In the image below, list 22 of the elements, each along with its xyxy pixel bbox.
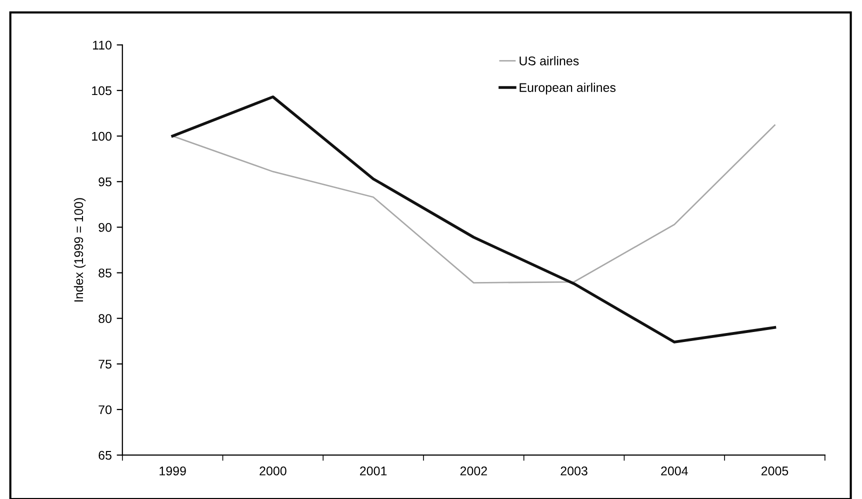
y-tick-label: 110 — [93, 40, 112, 50]
line-series — [172, 124, 776, 284]
y-tick-label: 100 — [92, 132, 112, 141]
x-tick-label: 2002 — [460, 466, 487, 476]
y-tick-label: 70 — [98, 405, 112, 414]
legend-label: US airlines — [520, 56, 579, 66]
x-tick-label: 2003 — [560, 466, 588, 476]
y-tick-label: 65 — [98, 450, 112, 460]
x-tick-label: 2004 — [661, 466, 688, 476]
y-tick-label: 75 — [98, 360, 112, 369]
x-tick-label: 1999 — [160, 466, 186, 476]
x-tick-label: 2005 — [761, 466, 788, 476]
line-series — [171, 95, 776, 344]
y-tick-label: 105 — [92, 86, 112, 96]
y-tick-label: 95 — [98, 177, 112, 186]
y-tick-label: 90 — [98, 223, 112, 232]
x-tick-label: 2001 — [360, 466, 387, 476]
y-tick-label: 85 — [98, 268, 112, 278]
x-tick-label: 2000 — [260, 466, 286, 476]
y-axis-title: Index (1999 = 100) — [74, 198, 86, 302]
legend-label: European airlines — [520, 82, 616, 94]
y-tick-label: 80 — [98, 314, 112, 324]
